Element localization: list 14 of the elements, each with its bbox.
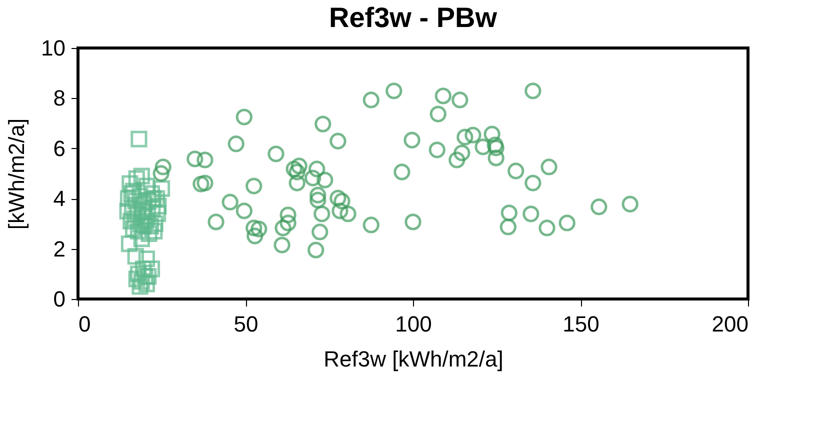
y-tick-label: 8 (53, 86, 66, 111)
x-tick-label: 100 (395, 312, 432, 336)
x-tick-label: 0 (78, 312, 91, 336)
x-axis-title: Ref3w [kWh/m2/a] (324, 346, 504, 372)
y-tick-label: 10 (41, 36, 66, 60)
y-tick-label: 0 (53, 286, 66, 312)
y-axis-title: [kWh/m2/a] (4, 118, 30, 230)
chart-title: Ref3w - PBw (328, 2, 498, 33)
x-tick-label: 150 (562, 312, 600, 336)
y-tick-label: 4 (53, 186, 66, 212)
x-tick-label: 200 (712, 312, 748, 336)
y-tick-label: 2 (53, 236, 66, 262)
x-tick-label: 50 (234, 312, 258, 336)
y-tick-label: 6 (53, 136, 66, 161)
